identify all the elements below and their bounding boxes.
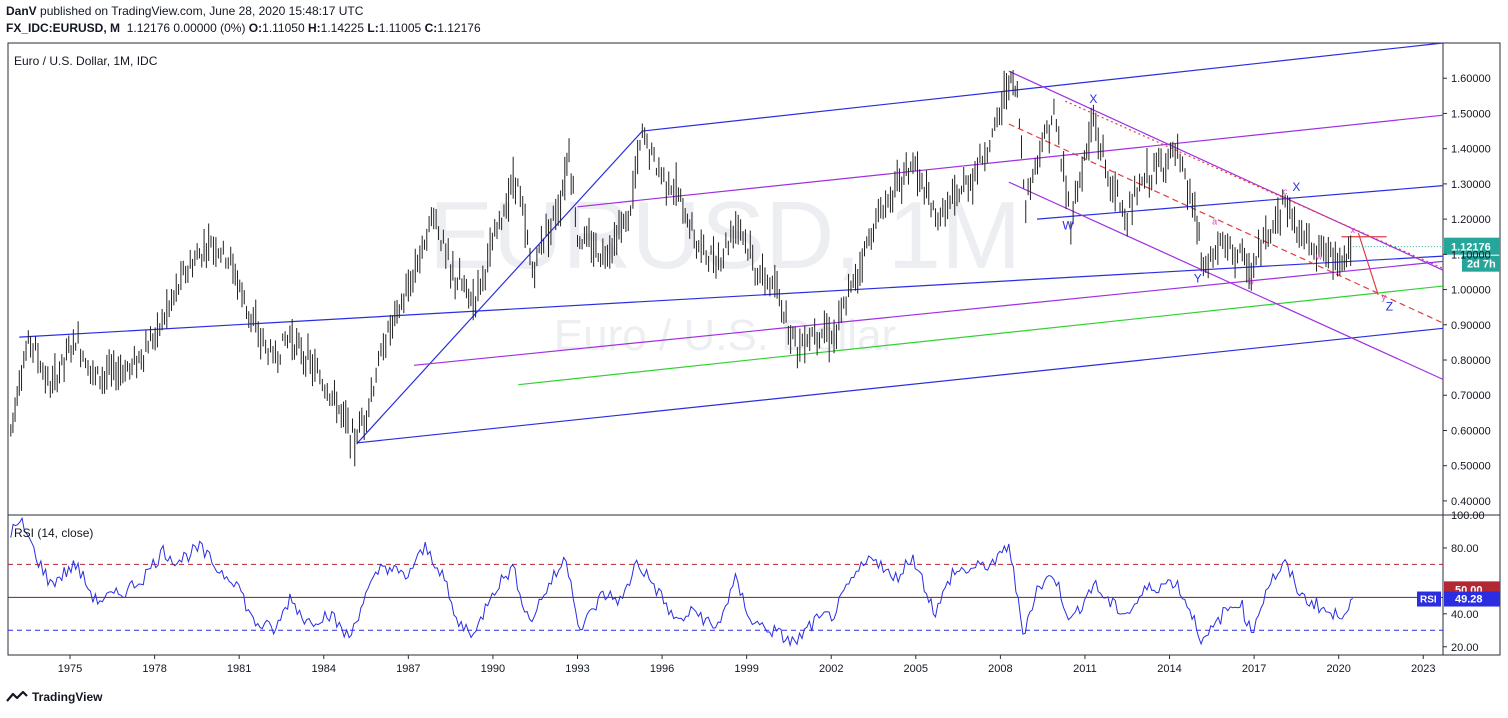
- tradingview-logo-icon: [6, 690, 28, 702]
- rsi-y-tick-label: 100.00: [1451, 510, 1485, 522]
- y-tick-label: 1.10000: [1451, 249, 1491, 261]
- x-tick-label: 2005: [904, 663, 928, 675]
- x-tick-label: 1987: [396, 663, 420, 675]
- wave-label: c: [1283, 186, 1288, 196]
- trendline-dot: [1064, 100, 1444, 269]
- countdown-label: 2d 7h: [1467, 259, 1496, 271]
- brand-name: TradingView: [32, 690, 103, 704]
- x-tick-label: 2011: [1073, 663, 1097, 675]
- ohlc-info: FX_IDC:EURUSD, M 1.12176 0.00000 (0%) O:…: [6, 21, 481, 35]
- y-tick-label: 0.60000: [1451, 425, 1491, 437]
- trendline-line: [1357, 233, 1379, 296]
- rsi-name-tag: [1417, 591, 1441, 607]
- wave-label: W: [1062, 219, 1074, 233]
- y-tick-label: 1.20000: [1451, 214, 1491, 226]
- rsi-line: [10, 516, 1354, 648]
- tradingview-footer[interactable]: TradingView: [6, 690, 102, 704]
- wave-label: b: [1249, 276, 1254, 286]
- author-name: DanV: [6, 4, 37, 18]
- x-tick-label: 1981: [227, 663, 251, 675]
- wave-label: X: [1089, 92, 1097, 106]
- trendline-line: [1036, 185, 1444, 220]
- wave-label: a: [1212, 216, 1217, 226]
- watermark: EURUSD, 1M Euro / U.S. Dollar: [429, 182, 1021, 360]
- last-price-tag: [1444, 237, 1500, 255]
- rsi-y-tick-label: 80.00: [1451, 543, 1479, 555]
- low-label: L:: [367, 21, 379, 35]
- wave-label: X: [1292, 180, 1300, 194]
- chart-frames: [7, 42, 1501, 656]
- open-value: 1.11050: [262, 21, 305, 35]
- y-tick-label: 0.80000: [1451, 355, 1491, 367]
- chart-canvas[interactable]: EURUSD, 1M Euro / U.S. Dollar 1.12176 2d 7…: [0, 0, 1508, 690]
- y-tick-label: 1.00000: [1451, 285, 1491, 297]
- high-value: 1.14225: [320, 21, 365, 35]
- x-tick-label: 1993: [565, 663, 589, 675]
- x-tick-label: 1996: [650, 663, 674, 675]
- publish-details: published on TradingView.com, June 28, 2…: [40, 4, 364, 18]
- last-price-label: 1.12176: [1451, 242, 1491, 254]
- trendline-line: [1008, 70, 1444, 271]
- x-tick-label: 1990: [481, 663, 505, 675]
- y-tick-label: 1.50000: [1451, 108, 1491, 120]
- low-value: 1.11005: [378, 21, 422, 35]
- y-tick-label: 0.70000: [1451, 390, 1491, 402]
- y-tick-label: 0.90000: [1451, 320, 1491, 332]
- x-tick-label: 2017: [1242, 663, 1266, 675]
- x-tick-label: 2002: [819, 663, 843, 675]
- countdown-tag: [1462, 255, 1500, 272]
- wave-label: y: [1382, 292, 1387, 302]
- trendline-line: [357, 327, 1444, 444]
- close-value: 1.12176: [437, 21, 481, 35]
- high-label: H:: [307, 21, 321, 35]
- rsi-value-tag: [1444, 591, 1500, 607]
- trendline-line: [1008, 181, 1444, 380]
- y-tick-label: 0.40000: [1451, 496, 1491, 508]
- x-tick-label: 2014: [1157, 663, 1181, 675]
- y-tick-label: 0.50000: [1451, 461, 1491, 473]
- watermark-symbol: EURUSD, 1M: [429, 182, 1021, 289]
- x-tick-label: 2023: [1411, 663, 1435, 675]
- trendline-line: [518, 285, 1444, 386]
- plot-frame: [7, 42, 1501, 656]
- trendline-line: [577, 114, 1444, 208]
- rsi-name-label: RSI: [1420, 595, 1437, 606]
- close-label: C:: [424, 21, 438, 35]
- x-tick-label: 1984: [312, 663, 336, 675]
- wave-label: x: [1351, 225, 1356, 235]
- rsi-title: RSI (14, close): [14, 526, 93, 540]
- price-series: 1.12176 2d 7h: [10, 69, 1500, 467]
- axes: 1.60000 1.50000 1.40000 1.30000 1.20000 1.100…: [58, 73, 1491, 675]
- rsi-y-tick-label: 20.00: [1451, 642, 1479, 654]
- open-label: O:: [248, 21, 263, 35]
- x-tick-label: 2020: [1326, 663, 1350, 675]
- quote-change: 1.12176 0.00000 (0%): [126, 21, 246, 35]
- y-tick-label: 1.60000: [1451, 73, 1491, 85]
- rsi-y-tick-label: 40.00: [1451, 609, 1479, 621]
- trendline-line: [413, 260, 1444, 366]
- x-tick-label: 1978: [142, 663, 166, 675]
- wave-labels: X W Y X Za b c w x y: [1062, 92, 1393, 314]
- publish-info: DanV published on TradingView.com, June …: [6, 4, 363, 18]
- wave-label: Z: [1386, 300, 1393, 314]
- wave-label: w: [1315, 252, 1323, 262]
- chart-title: Euro / U.S. Dollar, 1M, IDC: [14, 54, 158, 68]
- wave-label: Y: [1194, 272, 1202, 286]
- y-tick-label: 1.40000: [1451, 144, 1491, 156]
- x-tick-label: 1975: [58, 663, 82, 675]
- x-tick-label: 1999: [734, 663, 758, 675]
- trendline-line: [357, 130, 643, 444]
- x-tick-label: 2008: [988, 663, 1012, 675]
- rsi-value-label: 49.28: [1455, 594, 1483, 606]
- symbol-label: FX_IDC:EURUSD, M: [6, 21, 121, 35]
- y-tick-label: 1.30000: [1451, 179, 1491, 191]
- watermark-name: Euro / U.S. Dollar: [554, 311, 896, 360]
